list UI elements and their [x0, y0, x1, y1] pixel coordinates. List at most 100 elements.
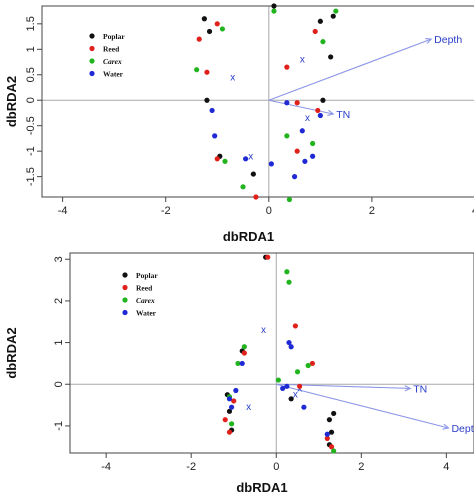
x-tick-label: -4	[58, 205, 68, 217]
legend-label-water: Water	[103, 70, 124, 79]
site-marker: x	[293, 390, 298, 401]
poplar-point	[204, 97, 210, 103]
legend-marker-poplar	[89, 33, 95, 39]
water-point	[239, 360, 245, 367]
water-point	[226, 396, 233, 402]
poplar-point	[320, 97, 326, 103]
carex-point	[286, 279, 292, 285]
water-point	[284, 383, 290, 389]
vector-depth-arrowhead	[442, 423, 450, 430]
water-point	[243, 156, 249, 162]
vector-tn-line	[268, 99, 334, 115]
carex-point	[235, 360, 241, 367]
y-tick-label: -0.5	[25, 116, 37, 135]
carex-point	[194, 67, 200, 73]
water-point	[209, 107, 215, 114]
legend-marker-water	[122, 309, 128, 316]
reed-point	[297, 383, 303, 389]
x-tick-label: 2	[358, 461, 364, 473]
reed-point	[294, 100, 300, 106]
y-tick-label: 1	[53, 340, 65, 346]
water-point	[301, 404, 307, 410]
x-tick-label: -2	[161, 205, 171, 217]
y-axis-title: dbRDA2	[4, 76, 19, 127]
water-point	[299, 128, 305, 134]
plot-frame	[69, 252, 474, 454]
site-marker: x	[300, 54, 305, 65]
x-tick-label: -4	[101, 461, 111, 473]
carex-point	[219, 26, 226, 32]
y-tick-label: 0.5	[25, 67, 37, 82]
reed-point	[312, 28, 318, 35]
water-point	[291, 174, 298, 180]
y-tick-label: 0	[25, 97, 37, 103]
legend-label-carex: Carex	[103, 57, 122, 66]
reed-point	[265, 254, 271, 260]
carex-point	[240, 184, 246, 190]
carex-point	[331, 448, 337, 454]
lower-biplot-panel: -4-20243210-1dbRDA1dbRDA2TNDepthxxxxPopl…	[4, 252, 474, 495]
reed-point	[214, 21, 220, 27]
legend-marker-reed	[122, 284, 128, 291]
reed-point	[294, 148, 300, 154]
legend-label-poplar: Poplar	[103, 32, 125, 41]
carex-point	[241, 344, 247, 350]
poplar-point	[226, 408, 233, 414]
y-tick-label: 3	[53, 256, 65, 262]
vector-tn-arrowhead	[327, 109, 335, 116]
vector-depth-arrowhead	[425, 38, 433, 44]
site-marker: x	[261, 325, 266, 336]
vector-tn-arrowhead	[404, 385, 412, 392]
carex-point	[286, 196, 293, 203]
legend-label-reed: Reed	[136, 284, 153, 293]
reed-point	[222, 417, 228, 423]
y-tick-label: -1	[25, 146, 37, 156]
legend-label-carex: Carex	[136, 296, 155, 305]
vector-tn-label: TN	[413, 383, 427, 395]
water-point	[284, 100, 290, 106]
carex-point	[229, 421, 235, 427]
site-marker: x	[246, 402, 251, 413]
carex-point	[284, 133, 290, 139]
reed-point	[328, 444, 335, 450]
x-axis-title: dbRDA1	[236, 480, 287, 495]
water-point	[268, 161, 274, 167]
x-tick-label: 0	[273, 461, 279, 473]
site-marker: x	[305, 113, 310, 124]
y-tick-label: 0	[53, 381, 65, 387]
water-point	[317, 112, 323, 119]
water-point	[212, 133, 218, 139]
poplar-point	[330, 13, 336, 19]
carex-point	[275, 377, 281, 383]
poplar-point	[317, 18, 323, 24]
x-axis-title: dbRDA1	[223, 229, 274, 244]
reed-point	[324, 435, 330, 442]
poplar-point	[201, 16, 207, 22]
water-point	[324, 431, 330, 437]
legend-marker-carex	[122, 297, 128, 303]
x-tick-label: -2	[186, 461, 196, 473]
carex-point	[320, 39, 326, 45]
reed-point	[214, 156, 220, 162]
y-tick-label: -1.5	[25, 167, 37, 186]
vector-depth-label: Depth	[434, 34, 462, 46]
y-axis-title: dbRDA2	[4, 327, 19, 378]
water-point	[280, 385, 286, 392]
y-tick-label: -1	[53, 421, 65, 431]
carex-point	[271, 8, 277, 14]
reed-point	[284, 64, 290, 70]
carex-point	[333, 8, 339, 14]
legend-marker-water	[89, 70, 95, 77]
water-point	[288, 344, 294, 350]
legend-label-poplar: Poplar	[136, 271, 158, 280]
reed-point	[204, 69, 210, 75]
reed-point	[226, 429, 233, 435]
x-tick-label: 4	[443, 461, 449, 473]
water-point	[302, 158, 308, 164]
carex-point	[305, 362, 311, 369]
water-point	[229, 404, 235, 410]
poplar-point	[206, 28, 213, 35]
x-tick-label: 2	[369, 205, 375, 217]
legend-marker-reed	[89, 45, 95, 52]
